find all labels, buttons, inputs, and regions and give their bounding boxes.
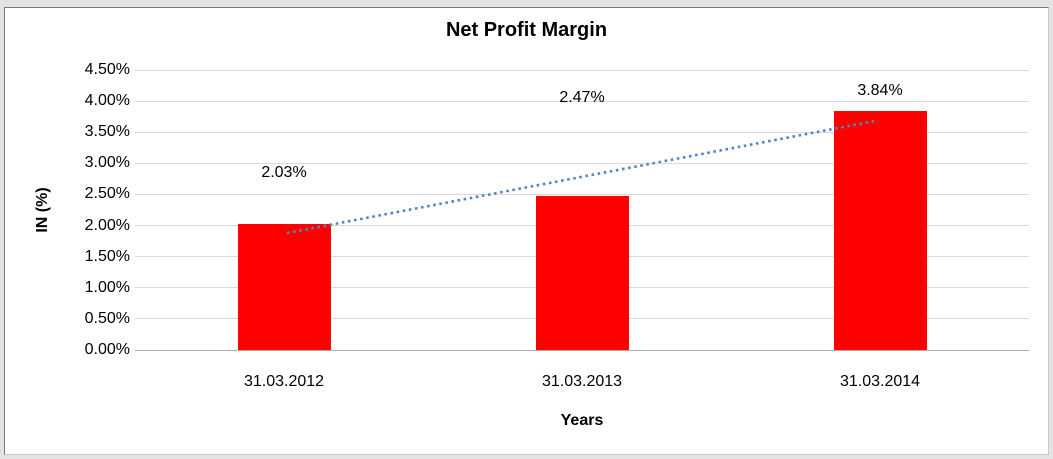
- x-axis-title: Years: [560, 412, 604, 429]
- bar-data-label: 2.47%: [559, 89, 605, 106]
- x-tick-label: 31.03.2012: [243, 373, 325, 390]
- chart-title: Net Profit Margin: [445, 19, 608, 41]
- bar: [833, 111, 927, 350]
- bar: [535, 196, 629, 350]
- y-tick-label: 2.50%: [84, 185, 130, 203]
- bar-data-label: 3.84%: [857, 82, 903, 99]
- y-tick-label: 3.00%: [84, 154, 130, 172]
- y-tick-label: 0.00%: [84, 341, 130, 358]
- y-gridline: [135, 100, 1029, 102]
- y-tick-label: 0.50%: [84, 309, 130, 327]
- y-tick-label: 1.50%: [84, 247, 130, 265]
- x-tick-label: 31.03.2014: [839, 373, 921, 390]
- y-tick-label: 4.50%: [84, 61, 130, 78]
- y-tick-label: 4.00%: [84, 92, 130, 110]
- bar: [237, 223, 331, 350]
- y-tick-label: 3.50%: [84, 123, 130, 141]
- y-gridline: [135, 69, 1029, 71]
- y-tick-label: 1.00%: [84, 278, 130, 296]
- y-tick-label: 2.00%: [84, 216, 130, 234]
- x-axis-line: [135, 349, 1029, 351]
- bar-data-label: 2.03%: [261, 164, 307, 181]
- x-tick-label: 31.03.2013: [541, 373, 623, 390]
